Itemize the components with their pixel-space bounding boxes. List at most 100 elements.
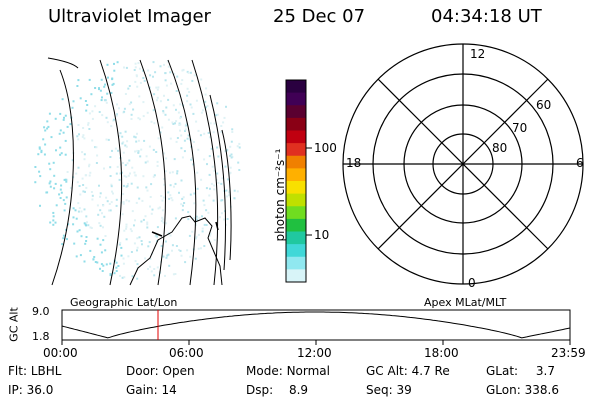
emission-pixel [97, 213, 100, 216]
emission-pixel [77, 138, 80, 141]
emission-pixel [187, 211, 190, 214]
emission-pixel [122, 262, 125, 265]
emission-pixel [180, 254, 183, 257]
emission-pixel [116, 113, 118, 116]
emission-pixel [205, 187, 208, 190]
emission-pixel [162, 255, 165, 258]
emission-pixel [158, 206, 161, 209]
emission-pixel [115, 198, 118, 201]
emission-pixel [149, 258, 152, 260]
emission-pixel [206, 163, 208, 166]
emission-pixel [131, 275, 134, 278]
emission-pixel [76, 135, 79, 138]
emission-pixel [83, 260, 86, 263]
emission-pixel [123, 276, 126, 279]
emission-pixel [84, 242, 87, 245]
emission-pixel [55, 204, 58, 207]
emission-pixel [230, 153, 233, 156]
time-label: 04:34:18 UT [431, 6, 542, 27]
emission-pixel [152, 175, 155, 178]
gc-alt-value: 4.7 Re [411, 364, 450, 378]
emission-pixel [205, 106, 207, 109]
emission-pixel [130, 113, 133, 116]
emission-pixel [151, 208, 154, 211]
emission-pixel [236, 145, 239, 148]
emission-pixel [130, 230, 133, 233]
emission-pixel [231, 128, 234, 131]
emission-pixel [233, 197, 236, 200]
emission-pixel [156, 235, 158, 238]
emission-pixel [140, 220, 143, 223]
emission-pixel [86, 104, 89, 106]
emission-pixel [61, 243, 64, 246]
emission-pixel [40, 151, 43, 154]
ip-field: IP: 36.0 [8, 383, 54, 397]
emission-pixel [195, 215, 198, 218]
emission-pixel [121, 213, 124, 216]
emission-pixel [213, 188, 216, 191]
emission-pixel [161, 199, 164, 202]
timeline-frame [61, 309, 571, 341]
emission-pixel [88, 165, 90, 168]
emission-pixel [105, 196, 108, 199]
emission-pixel [64, 139, 67, 142]
emission-pixel [117, 265, 120, 267]
emission-pixel [220, 199, 223, 202]
emission-pixel [52, 223, 55, 226]
emission-pixel [76, 85, 79, 87]
uv-emission-speckles [34, 60, 241, 280]
emission-pixel [66, 125, 69, 128]
emission-pixel [94, 261, 97, 263]
emission-pixel [87, 224, 90, 227]
emission-pixel [100, 251, 103, 254]
emission-pixel [119, 132, 122, 135]
emission-pixel [49, 185, 52, 188]
emission-pixel [146, 160, 149, 163]
emission-pixel [76, 230, 79, 233]
emission-pixel [153, 174, 156, 177]
emission-pixel [171, 244, 174, 247]
colorbar-segment [286, 193, 306, 207]
emission-pixel [125, 175, 128, 178]
emission-pixel [176, 75, 179, 78]
emission-pixel [85, 215, 88, 218]
colorbar-segment [286, 168, 306, 182]
emission-pixel [135, 140, 138, 143]
emission-pixel [171, 171, 174, 174]
emission-pixel [99, 192, 102, 195]
emission-pixel [81, 151, 84, 154]
emission-pixel [50, 136, 53, 139]
emission-pixel [102, 264, 105, 267]
emission-pixel [110, 91, 113, 94]
emission-pixel [181, 209, 184, 212]
colorbar-segment [286, 130, 306, 144]
emission-pixel [157, 86, 160, 89]
emission-pixel [161, 209, 164, 212]
emission-pixel [122, 202, 125, 205]
emission-pixel [136, 249, 138, 252]
emission-pixel [181, 79, 184, 82]
emission-pixel [213, 239, 216, 242]
emission-pixel [48, 162, 51, 165]
emission-pixel [186, 87, 189, 90]
colorbar-segment [286, 256, 306, 270]
emission-pixel [146, 111, 149, 114]
emission-pixel [100, 78, 103, 81]
emission-pixel [193, 141, 195, 143]
emission-pixel [129, 172, 131, 175]
emission-pixel [111, 83, 114, 86]
emission-pixel [181, 69, 184, 72]
emission-pixel [49, 180, 52, 183]
emission-pixel [153, 268, 156, 270]
emission-pixel [209, 122, 212, 125]
colorbar-segment [286, 117, 306, 131]
emission-pixel [149, 265, 152, 268]
emission-pixel [87, 122, 90, 125]
emission-pixel [196, 187, 199, 190]
emission-pixel [66, 178, 69, 181]
emission-pixel [99, 195, 101, 198]
emission-pixel [94, 146, 97, 149]
emission-pixel [116, 165, 119, 168]
emission-pixel [162, 221, 165, 224]
emission-pixel [189, 71, 192, 74]
